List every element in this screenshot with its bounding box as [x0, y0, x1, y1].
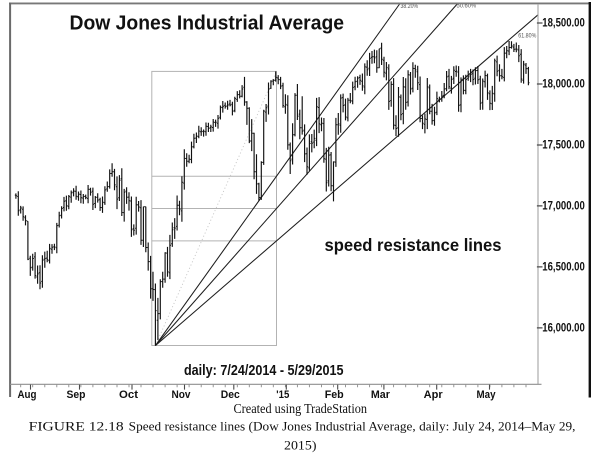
- svg-text:Dec: Dec: [221, 389, 240, 401]
- svg-text:50.60%: 50.60%: [457, 2, 477, 9]
- svg-text:16,500.00: 16,500.00: [542, 262, 585, 274]
- svg-text:speed resistance lines: speed resistance lines: [325, 235, 502, 255]
- svg-text:17,500.00: 17,500.00: [542, 140, 585, 152]
- svg-text:Dow Jones Industrial Average: Dow Jones Industrial Average: [70, 13, 345, 35]
- svg-text:Oct: Oct: [119, 389, 138, 401]
- svg-text:Aug: Aug: [18, 389, 37, 401]
- svg-text:38.20%: 38.20%: [401, 3, 419, 10]
- svg-text:Speed resistance lines (Dow Jo: Speed resistance lines (Dow Jones Indust…: [129, 418, 576, 433]
- svg-text:'15: '15: [276, 389, 289, 401]
- svg-text:Mar: Mar: [371, 389, 391, 401]
- svg-text:17,000.00: 17,000.00: [542, 201, 585, 213]
- svg-text:16,000.00: 16,000.00: [542, 323, 585, 335]
- svg-text:Feb: Feb: [325, 389, 344, 401]
- svg-text:2015): 2015): [284, 437, 317, 452]
- svg-text:Nov: Nov: [172, 389, 192, 401]
- svg-text:daily: 7/24/2014 - 5/29/2015: daily: 7/24/2014 - 5/29/2015: [184, 363, 344, 379]
- svg-text:May: May: [477, 389, 497, 401]
- svg-text:18,500.00: 18,500.00: [542, 18, 585, 30]
- svg-text:Apr: Apr: [424, 389, 444, 401]
- svg-text:Sep: Sep: [67, 389, 86, 401]
- svg-text:FIGURE 12.18: FIGURE 12.18: [29, 418, 124, 433]
- svg-text:Created using TradeStation: Created using TradeStation: [234, 401, 368, 416]
- svg-text:18,000.00: 18,000.00: [542, 79, 585, 91]
- svg-text:61.80%: 61.80%: [518, 33, 536, 40]
